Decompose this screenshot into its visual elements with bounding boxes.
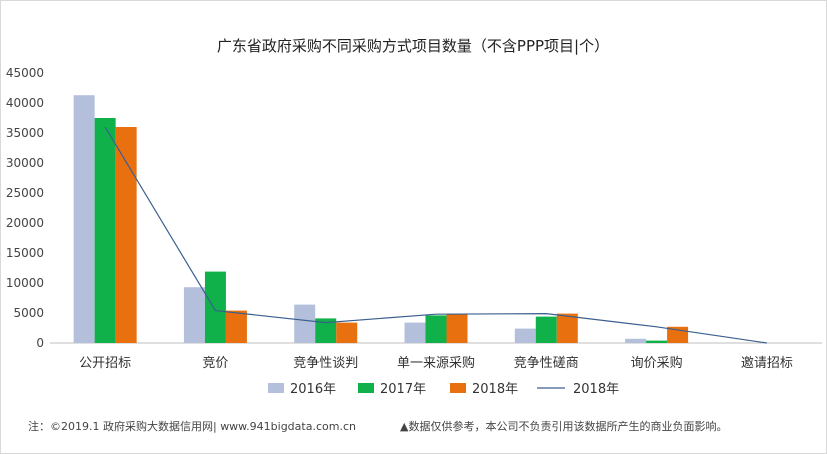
bar-s0-3 xyxy=(404,322,426,343)
bar-s1-0 xyxy=(94,118,116,343)
x-tick-label-4: 竞争性磋商 xyxy=(514,355,579,371)
y-tick-label-8: 40000 xyxy=(6,96,44,110)
y-tick-label-0: 0 xyxy=(36,336,44,350)
legend-label-3: 2018年 xyxy=(573,382,619,397)
bar-s0-0 xyxy=(73,95,95,343)
bar-s0-5 xyxy=(625,338,647,343)
x-tick-label-3: 单一来源采购 xyxy=(397,355,475,371)
y-tick-label-1: 5000 xyxy=(13,306,44,320)
y-tick-label-4: 20000 xyxy=(6,216,44,230)
legend-swatch-2 xyxy=(450,383,466,393)
y-tick-label-5: 25000 xyxy=(6,186,44,200)
bar-s0-4 xyxy=(514,328,536,343)
footer: 注：©2019.1 政府采购大数据信用网| www.941bigdata.com… xyxy=(0,412,827,436)
bar-s1-1 xyxy=(204,271,226,343)
x-tick-label-5: 询价采购 xyxy=(631,355,683,371)
bar-s2-3 xyxy=(446,314,468,343)
y-tick-label-6: 30000 xyxy=(6,156,44,170)
chart: 广东省政府采购不同采购方式项目数量（不含PPP项目|个） 0 5000 10000 15… xyxy=(6,37,822,397)
chart-title: 广东省政府采购不同采购方式项目数量（不含PPP项目|个） xyxy=(217,37,609,55)
bar-s1-5 xyxy=(646,340,668,343)
bar-s2-2 xyxy=(336,322,358,343)
legend-label-0: 2016年 xyxy=(290,382,336,397)
bar-s0-1 xyxy=(183,287,205,343)
y-tick-label-3: 15000 xyxy=(6,246,44,260)
bar-s2-0 xyxy=(115,127,137,343)
legend-swatch-1 xyxy=(358,383,374,393)
x-tick-label-2: 竞争性谈判 xyxy=(293,355,358,371)
bar-s1-2 xyxy=(315,318,337,343)
x-tick-label-6: 邀请招标 xyxy=(741,356,793,371)
legend-swatch-0 xyxy=(268,383,284,393)
source-note: 注：©2019.1 政府采购大数据信用网| www.941bigdata.com… xyxy=(28,420,356,433)
legend-label-1: 2017年 xyxy=(380,382,426,397)
y-tick-label-7: 35000 xyxy=(6,126,44,140)
x-tick-label-1: 竞价 xyxy=(202,355,228,371)
line-series-0 xyxy=(104,126,767,344)
y-tick-label-9: 45000 xyxy=(6,66,44,80)
disclaimer: ▲数据仅供参考，本公司不负责引用该数据所产生的商业负面影响。 xyxy=(400,420,728,433)
y-tick-label-2: 10000 xyxy=(6,276,44,290)
bar-s2-4 xyxy=(556,313,578,343)
legend-label-2: 2018年 xyxy=(472,382,518,397)
bar-s1-3 xyxy=(425,315,447,343)
bar-s1-4 xyxy=(535,316,557,343)
bar-s2-1 xyxy=(225,310,247,343)
x-tick-label-0: 公开招标 xyxy=(79,356,131,371)
bar-s0-2 xyxy=(294,304,316,343)
